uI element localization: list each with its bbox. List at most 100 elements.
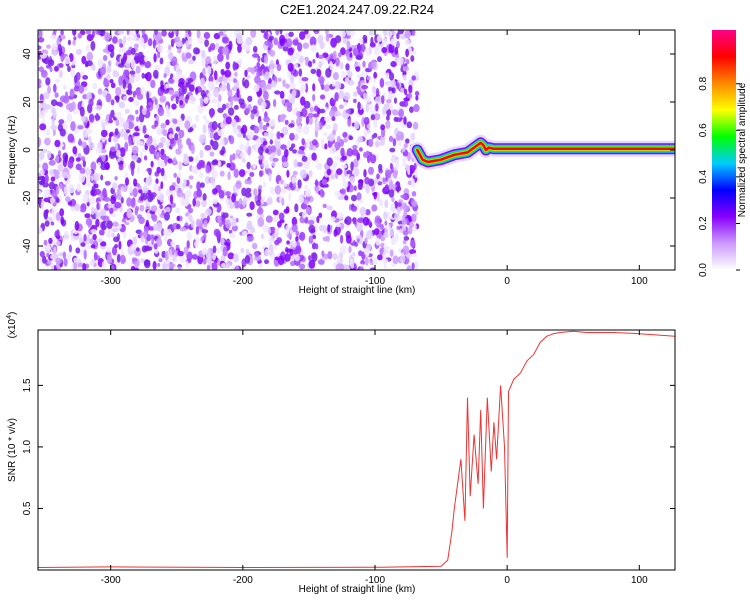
noise-speck xyxy=(279,114,287,119)
noise-speck xyxy=(303,100,311,109)
noise-speck xyxy=(254,75,261,84)
noise-speck xyxy=(318,108,326,114)
noise-speck xyxy=(366,123,371,129)
noise-speck xyxy=(233,78,237,84)
noise-speck xyxy=(86,91,92,101)
noise-speck xyxy=(321,84,325,91)
noise-speck xyxy=(95,147,102,154)
noise-speck xyxy=(322,203,327,209)
noise-speck xyxy=(342,180,349,188)
noise-speck xyxy=(346,148,354,157)
noise-speck xyxy=(340,30,346,38)
colorbar: 0.0 0.2 0.4 0.6 0.8 Normalized spectral ampl… xyxy=(698,30,748,277)
noise-speck xyxy=(128,136,132,147)
noise-speck xyxy=(91,63,96,71)
noise-speck xyxy=(408,84,413,94)
noise-speck xyxy=(188,214,193,222)
noise-speck xyxy=(344,195,349,201)
noise-speck xyxy=(269,49,276,57)
noise-speck xyxy=(117,30,125,35)
noise-speck xyxy=(363,128,368,139)
noise-speck xyxy=(155,178,159,185)
noise-speck xyxy=(250,67,255,75)
noise-speck xyxy=(319,188,324,198)
noise-speck xyxy=(240,151,246,159)
noise-speck xyxy=(54,78,61,84)
noise-speck xyxy=(139,151,144,159)
noise-speck xyxy=(295,236,299,243)
noise-speck xyxy=(236,149,240,155)
noise-speck xyxy=(276,64,282,72)
noise-speck xyxy=(100,241,107,247)
noise-speck xyxy=(162,129,168,137)
noise-speck xyxy=(91,185,96,193)
noise-speck xyxy=(126,208,132,219)
noise-speck xyxy=(78,173,86,184)
snr-frame xyxy=(37,329,676,571)
noise-speck xyxy=(50,176,56,182)
top-y-tick-label: -20 xyxy=(22,190,33,205)
noise-speck xyxy=(217,107,224,114)
noise-speck xyxy=(262,124,268,131)
noise-speck xyxy=(265,215,273,223)
noise-speck xyxy=(383,30,388,37)
noise-speck xyxy=(275,30,280,36)
noise-speck xyxy=(81,141,87,149)
noise-speck xyxy=(90,175,94,181)
noise-speck xyxy=(209,132,214,139)
noise-speck xyxy=(225,61,231,70)
noise-speck xyxy=(255,200,261,206)
noise-speck xyxy=(97,58,104,68)
noise-speck xyxy=(233,84,237,92)
noise-speck xyxy=(186,240,190,249)
noise-speck xyxy=(186,231,192,241)
noise-speck xyxy=(213,228,220,237)
noise-speck xyxy=(49,197,56,204)
noise-speck xyxy=(375,95,382,106)
noise-speck xyxy=(55,257,62,265)
noise-speck xyxy=(161,209,165,216)
noise-speck xyxy=(113,236,120,243)
noise-speck xyxy=(67,65,71,72)
noise-speck xyxy=(179,99,184,106)
noise-speck xyxy=(52,110,57,120)
noise-speck xyxy=(141,107,147,116)
noise-speck xyxy=(188,175,194,180)
noise-speck xyxy=(166,188,170,197)
noise-speck xyxy=(169,249,173,258)
noise-speck xyxy=(403,97,410,102)
noise-speck xyxy=(70,69,76,78)
noise-speck xyxy=(54,92,59,98)
noise-speck xyxy=(165,83,170,89)
bottom-x-tick: 100 xyxy=(631,330,648,586)
noise-speck xyxy=(110,82,116,89)
noise-speck xyxy=(296,110,301,118)
noise-speck xyxy=(312,94,316,102)
noise-speck xyxy=(252,53,260,58)
noise-speck xyxy=(309,106,314,113)
noise-speck xyxy=(44,174,49,184)
noise-speck xyxy=(192,55,196,61)
noise-speck xyxy=(386,115,390,121)
noise-speck xyxy=(302,42,309,49)
noise-speck xyxy=(282,161,289,168)
noise-speck xyxy=(297,179,302,189)
noise-speck xyxy=(122,79,127,89)
noise-speck xyxy=(195,225,199,235)
noise-speck xyxy=(392,138,397,147)
noise-speck xyxy=(404,38,411,46)
bottom-x-tick: -100 xyxy=(365,330,385,586)
noise-speck xyxy=(308,116,313,125)
colorbar-tick-label: 0.0 xyxy=(698,263,709,277)
noise-speck xyxy=(372,85,376,94)
noise-speck xyxy=(93,173,100,182)
noise-speck xyxy=(361,70,368,78)
noise-speck xyxy=(127,121,134,130)
noise-speck xyxy=(202,258,207,265)
noise-speck xyxy=(284,253,291,262)
noise-speck xyxy=(390,61,397,68)
noise-speck xyxy=(153,102,160,111)
noise-speck xyxy=(140,235,145,243)
noise-speck xyxy=(369,154,377,164)
noise-speck xyxy=(409,249,417,255)
